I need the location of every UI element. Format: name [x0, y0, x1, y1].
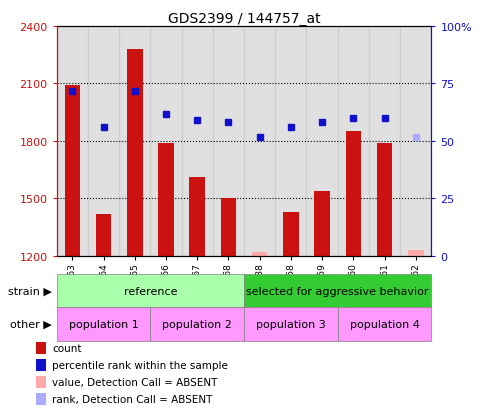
Title: GDS2399 / 144757_at: GDS2399 / 144757_at — [168, 12, 320, 26]
Bar — [408, 250, 423, 256]
Text: population 3: population 3 — [256, 319, 326, 329]
Bar — [127, 50, 142, 256]
Bar — [36, 376, 46, 388]
Text: selected for aggressive behavior: selected for aggressive behavior — [246, 286, 429, 296]
Bar — [346, 132, 361, 256]
Bar — [369, 27, 400, 256]
Bar — [36, 393, 46, 406]
Bar — [57, 308, 150, 341]
Text: value, Detection Call = ABSENT: value, Detection Call = ABSENT — [52, 377, 217, 387]
Bar — [65, 86, 80, 256]
Bar — [36, 342, 46, 354]
Bar — [275, 27, 307, 256]
Text: population 4: population 4 — [350, 319, 420, 329]
Bar — [150, 27, 181, 256]
Bar — [244, 27, 275, 256]
Bar — [150, 308, 244, 341]
Bar — [377, 143, 392, 256]
Bar — [244, 308, 338, 341]
Bar — [315, 191, 330, 256]
Text: population 1: population 1 — [69, 319, 139, 329]
Text: percentile rank within the sample: percentile rank within the sample — [52, 360, 228, 370]
Bar — [57, 275, 244, 308]
Text: strain ▶: strain ▶ — [8, 286, 52, 296]
Bar — [96, 214, 111, 256]
Text: rank, Detection Call = ABSENT: rank, Detection Call = ABSENT — [52, 394, 212, 404]
Bar — [252, 252, 267, 256]
Bar — [338, 27, 369, 256]
Bar — [119, 27, 150, 256]
Bar — [181, 27, 213, 256]
Bar — [213, 27, 244, 256]
Bar — [244, 275, 431, 308]
Text: other ▶: other ▶ — [10, 319, 52, 329]
Bar — [158, 143, 174, 256]
Text: reference: reference — [124, 286, 177, 296]
Bar — [221, 199, 236, 256]
Bar — [36, 359, 46, 371]
Text: count: count — [52, 343, 81, 353]
Bar — [189, 178, 205, 256]
Bar — [283, 212, 299, 256]
Bar — [338, 308, 431, 341]
Bar — [307, 27, 338, 256]
Bar — [88, 27, 119, 256]
Bar — [57, 27, 88, 256]
Bar — [400, 27, 431, 256]
Text: population 2: population 2 — [162, 319, 232, 329]
